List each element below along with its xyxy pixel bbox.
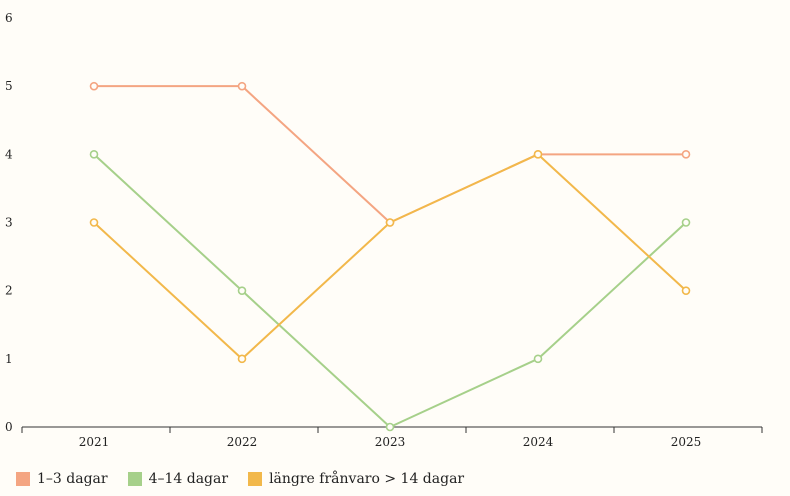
legend-item-langre-franvaro[interactable]: längre frånvaro > 14 dagar	[248, 471, 464, 487]
series-line	[94, 85, 686, 224]
y-tick-label: 0	[5, 420, 13, 434]
data-point[interactable]	[533, 354, 543, 364]
y-tick-label: 3	[5, 216, 13, 230]
series-2	[89, 150, 691, 432]
data-point[interactable]	[89, 150, 99, 159]
legend-swatch-4-14-dagar	[127, 472, 142, 486]
x-tick-label: 2025	[671, 435, 702, 449]
legend-label: 1–3 dagar	[37, 471, 108, 487]
y-tick-label: 1	[5, 352, 13, 366]
y-tick-label: 2	[5, 284, 13, 298]
y-axis: 0 1 2 3 4 5 6	[5, 11, 13, 434]
y-tick-label: 6	[5, 11, 13, 25]
x-tick-label: 2021	[79, 435, 110, 449]
series-line	[93, 153, 687, 360]
series-line	[93, 153, 687, 428]
legend-item-4-14-dagar[interactable]: 4–14 dagar	[127, 471, 229, 487]
data-point[interactable]	[681, 286, 691, 295]
series-layer	[89, 81, 691, 432]
legend-swatch-langre-franvaro	[248, 472, 263, 486]
data-point[interactable]	[385, 422, 395, 432]
data-point[interactable]	[681, 218, 691, 227]
line-chart: 0 1 2 3 4 5 6 2021 2022 2023 2024 2025	[5, 11, 763, 449]
data-point[interactable]	[89, 218, 99, 227]
data-point[interactable]	[681, 150, 691, 159]
x-tick-label: 2024	[523, 435, 554, 449]
legend: 1–3 dagar 4–14 dagar längre frånvaro > 1…	[16, 471, 464, 487]
data-point[interactable]	[89, 81, 99, 91]
legend-item-1-3-dagar[interactable]: 1–3 dagar	[16, 471, 108, 487]
x-tick-label: 2022	[227, 435, 258, 449]
y-tick-label: 4	[5, 147, 13, 161]
legend-swatch-1-3-dagar	[16, 472, 30, 486]
data-point[interactable]	[533, 150, 543, 159]
legend-label: längre frånvaro > 14 dagar	[269, 471, 465, 487]
x-axis: 2021 2022 2023 2024 2025	[21, 426, 763, 449]
series-3	[89, 150, 691, 364]
data-point[interactable]	[237, 354, 247, 364]
legend-label: 4–14 dagar	[148, 471, 229, 487]
y-tick-label: 5	[5, 79, 13, 93]
x-tick-label: 2023	[375, 435, 406, 449]
data-point[interactable]	[237, 81, 247, 91]
series-1	[89, 81, 691, 227]
data-point[interactable]	[237, 286, 247, 295]
data-point[interactable]	[385, 218, 395, 227]
